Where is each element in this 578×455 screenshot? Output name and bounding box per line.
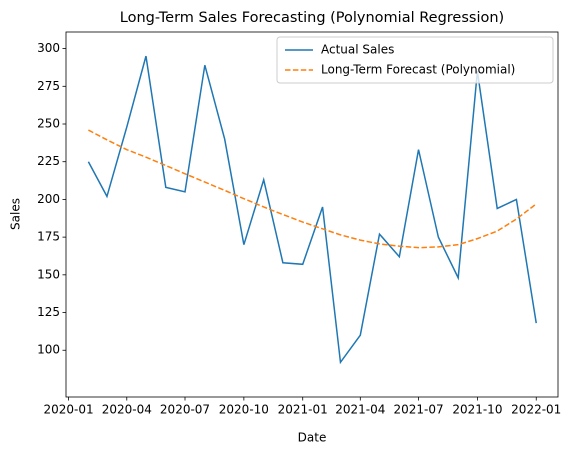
x-tick-label: 2021-01 — [278, 403, 328, 417]
y-tick-label: 175 — [37, 230, 60, 244]
plot-area — [65, 31, 559, 398]
data-line — [87, 55, 537, 365]
y-tick-label: 125 — [37, 305, 60, 319]
y-tick-label: 200 — [37, 192, 60, 206]
x-tick-label: 2022-01 — [511, 403, 561, 417]
y-tick-label: 300 — [37, 41, 60, 55]
y-tick-label: 225 — [37, 154, 60, 168]
legend-label: Actual Sales — [321, 43, 394, 57]
x-axis-label: Date — [298, 431, 327, 445]
legend-label: Long-Term Forecast (Polynomial) — [321, 63, 515, 77]
x-tick-label: 2020-10 — [219, 403, 269, 417]
y-tick-label: 100 — [37, 343, 60, 357]
data-line — [88, 129, 537, 249]
y-axis-label: Sales — [9, 198, 23, 230]
x-tick-label: 2020-01 — [43, 403, 93, 417]
x-tick-label: 2021-04 — [335, 403, 385, 417]
y-tick-label: 250 — [37, 117, 60, 131]
x-tick-label: 2020-04 — [102, 403, 152, 417]
x-tick-label: 2021-10 — [452, 403, 502, 417]
y-tick-label: 150 — [37, 267, 60, 281]
x-tick-label: 2020-07 — [160, 403, 210, 417]
chart-title: Long-Term Sales Forecasting (Polynomial … — [120, 10, 504, 26]
legend-box — [276, 36, 554, 84]
x-tick-label: 2021-07 — [393, 403, 443, 417]
y-tick-label: 275 — [37, 79, 60, 93]
